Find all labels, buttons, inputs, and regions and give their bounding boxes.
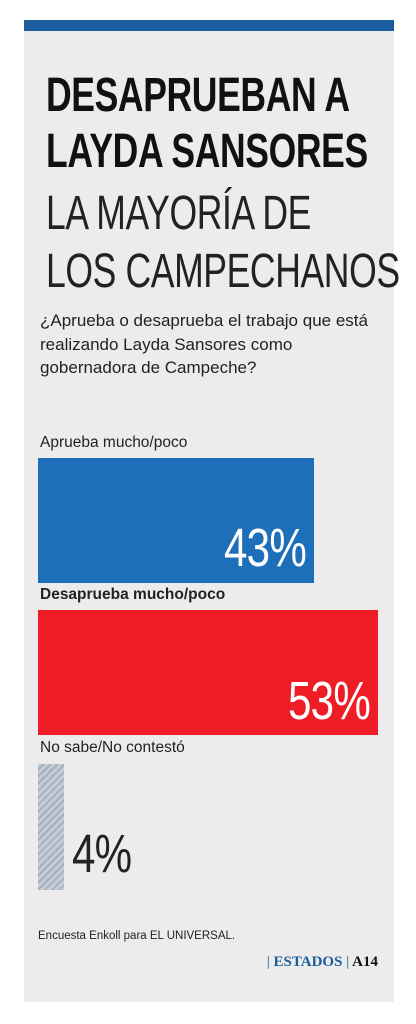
headline-line-2: LAYDA SANSORES bbox=[46, 125, 368, 178]
bar-approve bbox=[38, 458, 314, 583]
value-label-disapprove: 53% bbox=[288, 671, 371, 731]
page-footer: | ESTADOS | A14 bbox=[267, 954, 378, 971]
bar-no-answer bbox=[38, 764, 64, 890]
category-label-approve: Aprueba mucho/poco bbox=[40, 434, 188, 451]
bar-disapprove bbox=[38, 610, 378, 735]
page-number: A14 bbox=[352, 954, 378, 970]
category-label-no-answer: No sabe/No contestó bbox=[40, 739, 185, 756]
value-label-no-answer: 4% bbox=[72, 824, 132, 884]
footer-separator: | bbox=[346, 954, 350, 970]
category-label-disapprove: Desaprueba mucho/poco bbox=[40, 586, 226, 603]
headline-line-1: DESAPRUEBAN A bbox=[46, 69, 350, 122]
headline-line-4: LOS CAMPECHANOS bbox=[46, 245, 400, 298]
infographic-card: DESAPRUEBAN A LAYDA SANSORES LA MAYORÍA … bbox=[24, 20, 400, 1002]
headline-line-3: LA MAYORÍA DE bbox=[46, 187, 311, 240]
source-note: Encuesta Enkoll para EL UNIVERSAL. bbox=[38, 930, 236, 942]
value-label-approve: 43% bbox=[224, 518, 307, 578]
top-accent-bar bbox=[24, 20, 394, 31]
headline-bold: DESAPRUEBAN A LAYDA SANSORES bbox=[46, 68, 368, 180]
headline-light: LA MAYORÍA DE LOS CAMPECHANOS bbox=[46, 185, 400, 301]
section-name: ESTADOS bbox=[273, 954, 343, 970]
section-marker: | bbox=[266, 954, 270, 970]
survey-question: ¿Aprueba o desaprueba el trabajo que est… bbox=[40, 311, 368, 377]
